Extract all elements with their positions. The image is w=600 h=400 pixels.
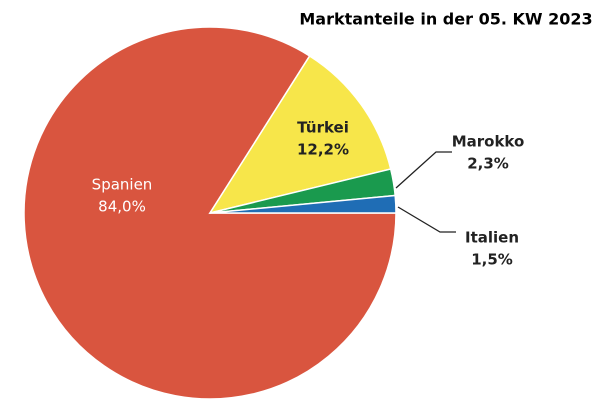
pie-slice <box>209 194 397 214</box>
value-label: 12,2% <box>297 141 349 159</box>
pie-slice <box>208 54 392 215</box>
slice-label: Marokko <box>452 133 525 151</box>
leader-line <box>395 151 452 189</box>
slice-label: Italien <box>465 229 519 247</box>
value-label: 2,3% <box>467 155 509 173</box>
slice-label: Türkei <box>297 119 349 137</box>
value-label: 84,0% <box>98 198 146 216</box>
slice-label: Spanien <box>92 176 153 194</box>
leader-line <box>397 206 456 233</box>
chart-title: Marktanteile in der 05. KW 2023 <box>299 10 592 29</box>
value-label: 1,5% <box>471 251 513 269</box>
